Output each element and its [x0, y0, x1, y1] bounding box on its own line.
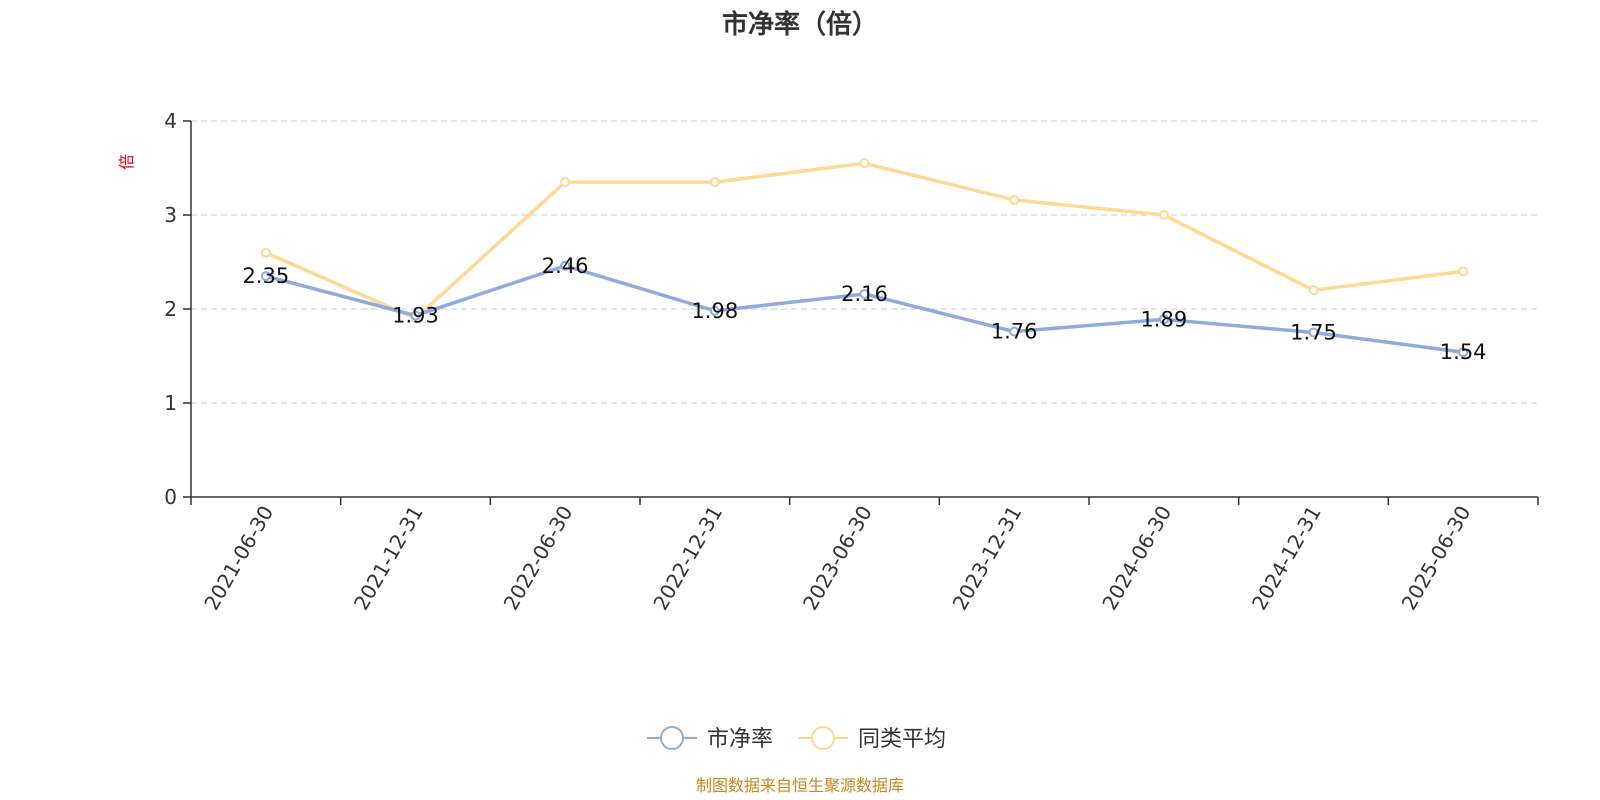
data-point[interactable]	[560, 177, 571, 188]
y-tick-label: 2	[164, 297, 177, 321]
x-tick-label: 2022-12-31	[648, 502, 727, 615]
data-point[interactable]	[410, 310, 421, 321]
x-tick-label: 2024-06-30	[1097, 502, 1176, 615]
y-tick-label: 1	[164, 391, 177, 415]
legend: 市净率 同类平均	[647, 726, 946, 752]
y-tick-label: 4	[164, 109, 177, 133]
grid-lines	[191, 120, 1538, 404]
y-tick-label: 3	[164, 203, 177, 227]
data-point[interactable]	[709, 305, 720, 316]
legend-label: 同类平均	[858, 727, 946, 752]
x-tick-label: 2022-06-30	[499, 502, 578, 615]
data-labels: 2.35 1.93 2.46 1.98 2.16 1.76 1.89 1.75 1.54	[242, 254, 1486, 364]
x-tick-label: 2025-06-30	[1397, 502, 1476, 615]
data-label: 1.98	[691, 299, 738, 323]
data-label: 1.89	[1140, 307, 1187, 331]
data-label: 1.93	[392, 304, 439, 328]
data-label: 1.75	[1290, 321, 1337, 345]
legend-item[interactable]: 同类平均	[798, 726, 946, 752]
x-tick-label: 2021-06-30	[199, 502, 278, 615]
data-point[interactable]	[1009, 194, 1020, 205]
x-tick-label: 2023-06-30	[798, 502, 877, 615]
y-tick-label: 0	[164, 485, 177, 509]
legend-marker	[660, 726, 684, 750]
data-point[interactable]	[1158, 210, 1169, 220]
legend-marker	[811, 726, 835, 750]
x-tick-label: 2024-12-31	[1247, 502, 1326, 615]
legend-item[interactable]: 市净率	[647, 726, 773, 752]
data-point[interactable]	[1458, 266, 1469, 277]
data-point[interactable]	[709, 177, 720, 188]
data-label: 2.16	[841, 282, 888, 306]
y-axis-unit: 倍	[117, 154, 136, 170]
data-point[interactable]	[1158, 314, 1169, 325]
chart-title: 市净率（倍）	[722, 9, 878, 40]
data-label: 2.46	[542, 254, 589, 278]
data-label: 2.35	[242, 264, 289, 288]
legend-label: 市净率	[707, 727, 773, 752]
data-point[interactable]	[1308, 285, 1319, 296]
x-tick-label: 2023-12-31	[948, 502, 1027, 615]
source-note: 制图数据来自恒生聚源数据库	[696, 776, 904, 795]
data-point[interactable]	[560, 260, 571, 271]
data-label: 1.54	[1440, 340, 1487, 364]
data-label: 1.76	[991, 320, 1038, 344]
axes: 0 1 2 3 4 2021-06-30 2021-12-31 2022-06-30 2022-…	[164, 109, 1539, 615]
data-point[interactable]	[859, 288, 870, 299]
x-tick-label: 2021-12-31	[349, 502, 428, 615]
data-point[interactable]	[859, 158, 870, 169]
data-point[interactable]	[260, 247, 271, 258]
data-point[interactable]	[1308, 327, 1319, 338]
data-point[interactable]	[1009, 326, 1020, 337]
data-point[interactable]	[260, 271, 271, 282]
data-point[interactable]	[1458, 347, 1469, 358]
series-lines	[260, 158, 1469, 358]
